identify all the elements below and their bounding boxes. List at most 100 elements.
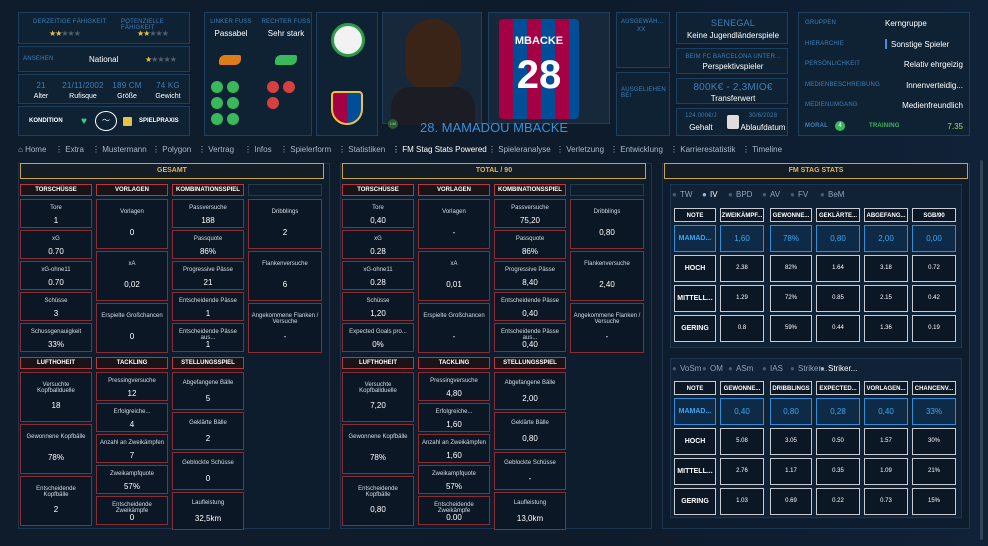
per90-komb-label-4: Entscheidende Pässe aus... xyxy=(500,329,560,342)
morale-icon: 4 xyxy=(835,121,845,131)
per90-tack-cell-3: Zweikampfquote 57% xyxy=(418,465,490,494)
gesamt-komb-label-4: Entscheidende Pässe aus... xyxy=(178,329,238,342)
current-ability-stars: ★★★★★ xyxy=(49,29,81,38)
tabs1-tab-1-label: IV xyxy=(710,190,718,199)
birthplace: Rufisque xyxy=(69,93,97,100)
gesamt-head-2: KOMBINATIONSSPIEL xyxy=(172,184,244,196)
per90-head-2: KOMBINATIONSSPIEL xyxy=(494,184,566,196)
loan-label: AUSGELIEHEN BEI xyxy=(621,87,666,99)
height-label: Größe xyxy=(117,93,137,100)
t2-r2-c1: 2.76 xyxy=(720,458,764,485)
t2-r0-c4: 0,40 xyxy=(864,398,908,425)
gesamt-komb-value-1: 86% xyxy=(199,246,216,256)
tab-entwicklung[interactable]: ⋮ Entwicklung xyxy=(610,145,663,154)
trait-icon-6[interactable] xyxy=(227,113,239,125)
gesamt-komb-value-2: 21 xyxy=(203,277,213,287)
gesamt-komb-value-4: 1 xyxy=(205,339,211,349)
gesamt-tack-label-2: Anzahl an Zweikämpfen xyxy=(99,440,165,447)
tabs2-tab-5-label: Striker... xyxy=(828,364,858,373)
tab-home[interactable]: ⌂ Home xyxy=(18,145,47,154)
potential-ability-label: POTENZIELLE FÄHIGKEIT xyxy=(121,19,164,31)
gesamt-tors-value-2: 0.70 xyxy=(48,277,64,287)
tab-karrierestatistik[interactable]: ⋮ Karrierestatistik xyxy=(670,145,736,154)
trait-icon-4[interactable] xyxy=(227,97,239,109)
scrollbar[interactable] xyxy=(980,160,983,540)
trait-icon-1[interactable] xyxy=(211,81,223,93)
t2-r1-c5: 30% xyxy=(912,428,956,455)
tab-timeline[interactable]: ⋮ Timeline xyxy=(742,145,783,154)
per90-luft-label-0: Versuchte Kopfballduelle xyxy=(359,382,397,394)
per90-head-1: VORLAGEN xyxy=(418,184,490,196)
per90-komb-label-3: Entscheidende Pässe xyxy=(500,298,560,305)
trait-icon-9[interactable] xyxy=(267,97,279,109)
reputation-label: ANSEHEN xyxy=(23,56,54,62)
gesamt-tors-cell-0: Tore 1 xyxy=(20,199,92,228)
expiry-value: 30/6/2028 xyxy=(748,113,778,119)
per90-tack-label-2: Anzahl an Zweikämpfen xyxy=(421,440,487,447)
tabs1-tab-4-label: FV xyxy=(798,190,809,199)
per90-drib-label-2: Angekommene Flanken / Versuche xyxy=(573,313,641,325)
gesamt-tack-cell-0: Pressingversuche 12 xyxy=(96,372,168,401)
per90-drib-value-1: 2,40 xyxy=(599,279,615,289)
tab-mustermann[interactable]: ⋮ Mustermann xyxy=(92,145,147,154)
tab-spielerform[interactable]: ⋮ Spielerform xyxy=(280,145,332,154)
per90-vorl-label-1: xA xyxy=(450,261,458,267)
trait-icon-2[interactable] xyxy=(227,81,239,93)
club-status: Perspektivspieler xyxy=(702,62,764,71)
t1-head-3: GEKLÄRTE... xyxy=(816,208,860,222)
tab-extra[interactable]: ⋮ Extra xyxy=(55,145,84,154)
barcelona-crest-logo xyxy=(331,91,363,125)
t1-r3-c4: 1.36 xyxy=(864,315,908,342)
t2-r1-c2: 3.05 xyxy=(770,428,812,455)
t1-head-5: SGB/90 xyxy=(912,208,956,222)
gesamt-tors-label-3: Schüsse xyxy=(44,298,68,305)
gesamt-vorl-label-0: Vorlagen xyxy=(120,209,144,215)
trait-icon-3[interactable] xyxy=(211,97,223,109)
per90-head-3: LUFTHOHEIT xyxy=(342,357,414,369)
tabs2-tab-5-radio-icon: ● xyxy=(820,364,825,373)
heart-icon: ♥ xyxy=(81,116,87,127)
per90-tors-value-2: 0.28 xyxy=(370,277,386,287)
personality-label: PERSÖNLICHKEIT xyxy=(805,61,861,67)
tab-spieleranalyse[interactable]: ⋮ Spieleranalyse xyxy=(488,145,551,154)
tabs2-tab-4-label: Striker... xyxy=(798,364,828,373)
t2-r2-c5: 21% xyxy=(912,458,956,485)
per90-komb-label-0: Passversuche xyxy=(511,205,549,212)
t1-r2-c2: 72% xyxy=(770,285,812,312)
gesamt-komb-label-3: Entscheidende Pässe xyxy=(178,298,238,305)
t2-r2-c2: 1.17 xyxy=(770,458,812,485)
t1-r3-c5: 0.19 xyxy=(912,315,956,342)
gesamt-tors-value-0: 1 xyxy=(53,215,59,225)
tab-statistiken[interactable]: ⋮ Statistiken xyxy=(338,145,386,154)
trait-icon-5[interactable] xyxy=(211,113,223,125)
t2-head-0: NOTE xyxy=(674,381,716,395)
tab-infos[interactable]: ⋮ Infos xyxy=(244,145,272,154)
t2-r0-c0: MAMAD... xyxy=(674,398,716,425)
per90-komb-cell-1: Passquote 86% xyxy=(494,230,566,259)
per90-luft-cell-0: Versuchte Kopfballduelle 7,20 xyxy=(342,372,414,422)
trait-icon-8[interactable] xyxy=(283,81,295,93)
gesamt-tack-value-0: 12 xyxy=(127,388,137,398)
tabs1-tab-1-radio-icon: ● xyxy=(702,190,707,199)
tab-verletzung[interactable]: ⋮ Verletzung xyxy=(556,145,605,154)
personality-value: Relativ ehrgeizig xyxy=(903,60,963,69)
per90-vorl-value-1: 0,01 xyxy=(446,279,462,289)
per90-stel-value-2: - xyxy=(528,473,532,483)
trait-icon-7[interactable] xyxy=(267,81,279,93)
gesamt-stel-label-0: Abgefangene Bälle xyxy=(182,379,234,386)
tab-polygon[interactable]: ⋮ Polygon xyxy=(152,145,192,154)
per90-vorl-label-0: Vorlagen xyxy=(442,209,466,215)
t2-r1-c3: 0.50 xyxy=(816,428,860,455)
tab-fm-stag-stats[interactable]: ⋮ FM Stag Stats Powered xyxy=(392,145,487,154)
gesamt-drib-cell-1: Flankenversuche 6 xyxy=(248,251,322,301)
t1-r0-c1: 1,60 xyxy=(720,225,764,252)
gesamt-tors-value-4: 33% xyxy=(47,339,64,349)
per90-title: TOTAL / 90 xyxy=(342,163,646,179)
t1-r3-c1: 0.8 xyxy=(720,315,764,342)
player-shirt-portrait xyxy=(391,87,475,125)
tab-vertrag[interactable]: ⋮ Vertrag xyxy=(198,145,235,154)
gesamt-luft-value-0: 18 xyxy=(51,400,61,410)
wage-value: 124.000€/J xyxy=(685,113,717,119)
foot-panel: LINKER FUSS Passabel RECHTER FUSS Sehr s… xyxy=(204,12,312,136)
tabs2-tab-4-radio-icon: ● xyxy=(790,364,795,373)
